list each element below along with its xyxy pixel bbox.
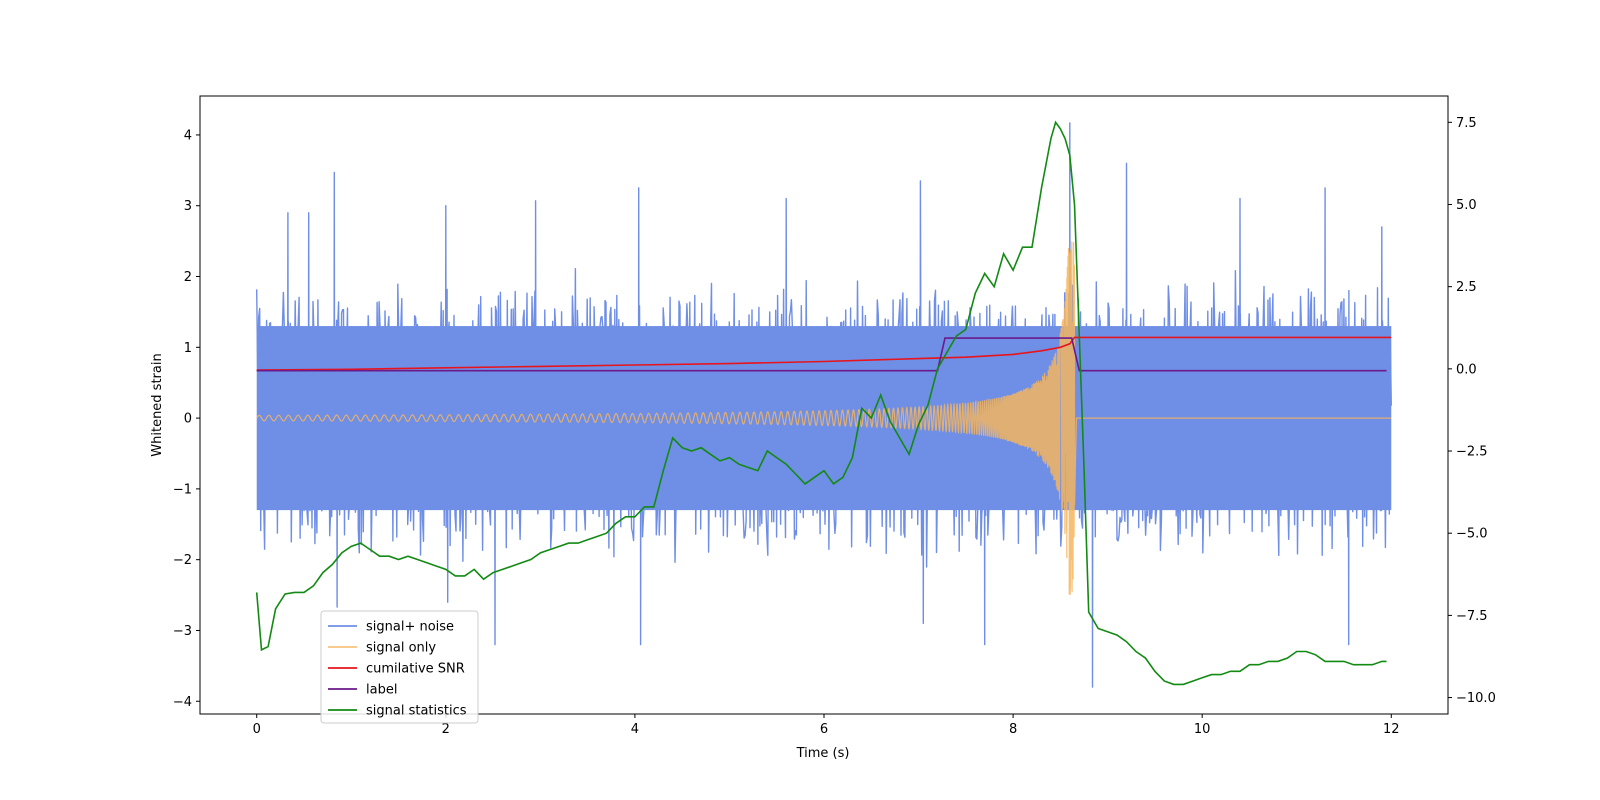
x-tick-label: 12 bbox=[1383, 722, 1400, 737]
y-tick-label: −3 bbox=[173, 624, 192, 639]
y-tick-label: −1 bbox=[173, 482, 192, 497]
legend-entry-label: label bbox=[366, 683, 397, 698]
x-tick-label: 10 bbox=[1194, 722, 1211, 737]
series-cumulative-snr-line bbox=[256, 336, 1392, 371]
y-tick-label: 4 bbox=[184, 128, 192, 143]
y-tick-label: −4 bbox=[173, 695, 192, 710]
y-right-tick-label: 2.5 bbox=[1456, 280, 1477, 295]
legend-entry-label: signal only bbox=[366, 641, 436, 656]
y-tick-label: 1 bbox=[184, 341, 192, 356]
y-right-tick-label: −2.5 bbox=[1456, 445, 1488, 460]
legend-box bbox=[320, 610, 479, 724]
series-signal-statistics-line bbox=[255, 120, 1387, 686]
y-right-tick-label: 7.5 bbox=[1456, 116, 1477, 131]
legend-entry-label: cumilative SNR bbox=[366, 662, 465, 677]
series-signal-only-line bbox=[256, 241, 1392, 596]
y-tick-label: 2 bbox=[184, 270, 192, 285]
series-label-line bbox=[256, 337, 1387, 372]
x-tick-label: 8 bbox=[1009, 722, 1017, 737]
y-right-tick-label: −10.0 bbox=[1456, 691, 1496, 706]
ticks-layer: 0 2 4 6 8 10 12−4−3−2−101234−10.0−7.5−5.0−2.50… bbox=[173, 116, 1496, 737]
series-layer bbox=[255, 120, 1392, 688]
legend: signal+ noise signal only cumilative SNR la… bbox=[320, 610, 479, 724]
y-axis-label: Whitened strain bbox=[150, 353, 165, 456]
x-tick-label: 0 bbox=[253, 722, 261, 737]
x-tick-label: 6 bbox=[820, 722, 828, 737]
y-tick-label: −2 bbox=[173, 553, 192, 568]
legend-entry-label: signal+ noise bbox=[366, 620, 454, 635]
x-tick-label: 4 bbox=[631, 722, 639, 737]
legend-entry-label: signal statistics bbox=[366, 704, 467, 719]
y-right-tick-label: 5.0 bbox=[1456, 198, 1477, 213]
y-right-tick-label: −7.5 bbox=[1456, 609, 1488, 624]
y-tick-label: 0 bbox=[184, 412, 192, 427]
y-right-tick-label: −5.0 bbox=[1456, 527, 1488, 542]
x-axis-label: Time (s) bbox=[796, 746, 850, 761]
y-tick-label: 3 bbox=[184, 199, 192, 214]
y-right-tick-label: 0.0 bbox=[1456, 362, 1477, 377]
x-tick-label: 2 bbox=[442, 722, 450, 737]
